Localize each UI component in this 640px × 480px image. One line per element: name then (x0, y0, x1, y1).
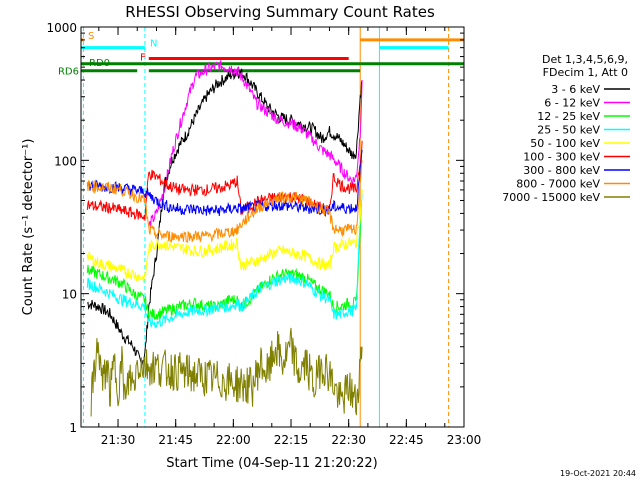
x-tick-label: 22:45 (389, 433, 424, 447)
y-tick-label: 100 (54, 154, 77, 168)
series-line (86, 160, 363, 244)
x-tick-label: 22:15 (274, 433, 309, 447)
legend-header: Det 1,3,4,5,6,9, (542, 53, 628, 66)
marker-label: RD0 (89, 58, 110, 69)
marker-label: S (88, 31, 94, 42)
marker-label: F (140, 53, 146, 64)
x-tick-label: 22:30 (331, 433, 366, 447)
legend-label: 300 - 800 keV (523, 164, 600, 177)
legend-header: FDecim 1, Att 0 (543, 66, 628, 79)
legend-label: 100 - 300 keV (523, 151, 600, 164)
y-tick-label: 1 (69, 421, 77, 435)
series-line (148, 60, 363, 229)
x-tick-label: 23:00 (447, 433, 482, 447)
series-line (90, 327, 363, 417)
series-line (86, 189, 363, 329)
x-tick-label: 21:30 (101, 433, 136, 447)
axis-layer: 21:30 21:45 22:00 22:15 22:30 22:45 23:00 1 10 10… (46, 21, 481, 447)
y-tick-label: 10 (62, 288, 77, 302)
marker-label: RD6 (58, 67, 79, 78)
chart-title: RHESSI Observing Summary Count Rates (125, 3, 435, 21)
plot-frame (80, 26, 465, 428)
series-line (86, 149, 363, 217)
legend-label: 3 - 6 keV (551, 83, 600, 96)
x-axis-label: Start Time (04-Sep-11 21:20:22) (166, 456, 377, 471)
y-tick-label: 1000 (46, 21, 77, 35)
legend-label: 25 - 50 keV (537, 124, 600, 137)
x-tick-label: 21:45 (158, 433, 193, 447)
y-axis-label: Count Rate (s⁻¹ detector⁻¹) (21, 139, 36, 316)
timestamp: 19-Oct-2021 20:44 (560, 469, 636, 478)
series-line (86, 68, 363, 368)
legend: Det 1,3,4,5,6,9,FDecim 1, Att 0 3 - 6 keV… (502, 53, 630, 204)
legend-label: 7000 - 15000 keV (502, 191, 600, 204)
legend-label: 800 - 7000 keV (516, 178, 600, 191)
series-line (86, 189, 363, 284)
marker-label: N (150, 39, 157, 50)
legend-label: 12 - 25 keV (537, 110, 600, 123)
legend-label: 50 - 100 keV (530, 137, 600, 150)
x-tick-label: 22:00 (216, 433, 251, 447)
series-layer (86, 60, 363, 417)
legend-label: 6 - 12 keV (544, 97, 600, 110)
